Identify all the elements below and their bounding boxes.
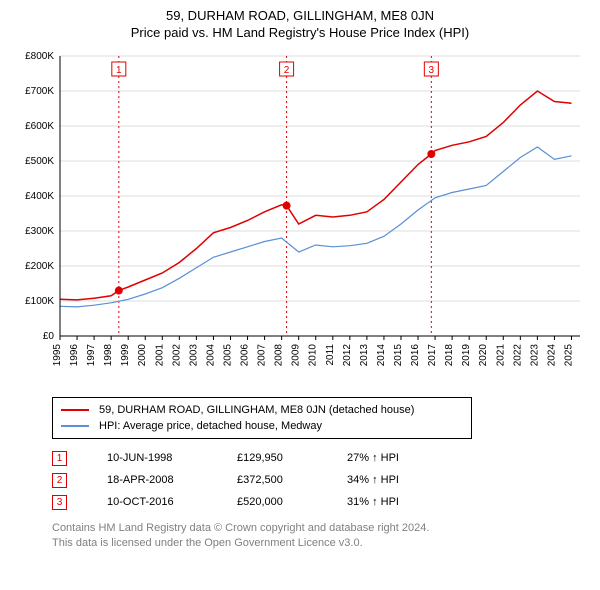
svg-text:1995: 1995 xyxy=(52,344,63,367)
sale-row: 1 10-JUN-1998 £129,950 27% ↑ HPI xyxy=(52,447,588,469)
svg-text:1: 1 xyxy=(116,65,122,76)
sale-row: 2 18-APR-2008 £372,500 34% ↑ HPI xyxy=(52,469,588,491)
svg-text:2012: 2012 xyxy=(342,344,353,367)
legend-item: HPI: Average price, detached house, Medw… xyxy=(61,418,463,434)
legend-item: 59, DURHAM ROAD, GILLINGHAM, ME8 0JN (de… xyxy=(61,402,463,418)
svg-text:1996: 1996 xyxy=(69,344,80,367)
sale-row: 3 10-OCT-2016 £520,000 31% ↑ HPI xyxy=(52,491,588,513)
sale-marker-box: 3 xyxy=(52,495,67,510)
legend-label: 59, DURHAM ROAD, GILLINGHAM, ME8 0JN (de… xyxy=(99,404,414,416)
svg-text:2005: 2005 xyxy=(222,344,233,367)
attribution: Contains HM Land Registry data © Crown c… xyxy=(52,521,588,551)
sale-marker-box: 1 xyxy=(52,451,67,466)
sale-price: £520,000 xyxy=(237,496,347,508)
svg-text:£200K: £200K xyxy=(25,261,54,272)
svg-text:2017: 2017 xyxy=(427,344,438,367)
svg-text:£300K: £300K xyxy=(25,226,54,237)
svg-text:2004: 2004 xyxy=(205,344,216,367)
svg-text:2010: 2010 xyxy=(308,344,319,367)
svg-text:2023: 2023 xyxy=(529,344,540,367)
svg-text:£0: £0 xyxy=(43,331,55,342)
svg-text:2000: 2000 xyxy=(137,344,148,367)
sale-pct: 34% ↑ HPI xyxy=(347,474,467,486)
subtitle: Price paid vs. HM Land Registry's House … xyxy=(12,25,588,40)
legend-swatch xyxy=(61,409,89,411)
svg-text:2002: 2002 xyxy=(171,344,182,367)
svg-text:2003: 2003 xyxy=(188,344,199,367)
svg-text:2019: 2019 xyxy=(461,344,472,367)
svg-text:2006: 2006 xyxy=(240,344,251,367)
svg-text:2: 2 xyxy=(284,65,290,76)
svg-text:2015: 2015 xyxy=(393,344,404,367)
svg-text:2024: 2024 xyxy=(546,344,557,367)
sale-date: 10-JUN-1998 xyxy=(107,452,237,464)
svg-text:2008: 2008 xyxy=(274,344,285,367)
titles: 59, DURHAM ROAD, GILLINGHAM, ME8 0JN Pri… xyxy=(12,8,588,40)
svg-text:£100K: £100K xyxy=(25,296,54,307)
legend-swatch xyxy=(61,425,89,427)
svg-text:£400K: £400K xyxy=(25,191,54,202)
svg-text:£600K: £600K xyxy=(25,121,54,132)
svg-text:1999: 1999 xyxy=(120,344,131,367)
svg-text:2016: 2016 xyxy=(410,344,421,367)
sale-price: £372,500 xyxy=(237,474,347,486)
svg-text:2011: 2011 xyxy=(325,344,336,366)
svg-text:2018: 2018 xyxy=(444,344,455,367)
svg-text:2001: 2001 xyxy=(154,344,165,367)
sale-date: 18-APR-2008 xyxy=(107,474,237,486)
sale-marker-box: 2 xyxy=(52,473,67,488)
chart-area: £0 £100K £200K £300K £400K £500K £600K £700K £80… xyxy=(12,46,588,391)
svg-text:2009: 2009 xyxy=(291,344,302,367)
figure-root: 59, DURHAM ROAD, GILLINGHAM, ME8 0JN Pri… xyxy=(0,0,600,555)
svg-text:2022: 2022 xyxy=(512,344,523,367)
address-title: 59, DURHAM ROAD, GILLINGHAM, ME8 0JN xyxy=(12,8,588,23)
sales-table: 1 10-JUN-1998 £129,950 27% ↑ HPI 2 18-AP… xyxy=(52,447,588,513)
legend-label: HPI: Average price, detached house, Medw… xyxy=(99,420,322,432)
svg-text:2014: 2014 xyxy=(376,344,387,367)
svg-text:£800K: £800K xyxy=(25,51,54,62)
legend: 59, DURHAM ROAD, GILLINGHAM, ME8 0JN (de… xyxy=(52,397,472,439)
sale-pct: 31% ↑ HPI xyxy=(347,496,467,508)
sale-date: 10-OCT-2016 xyxy=(107,496,237,508)
svg-text:1998: 1998 xyxy=(103,344,114,367)
footer-line: Contains HM Land Registry data © Crown c… xyxy=(52,521,588,536)
svg-text:£700K: £700K xyxy=(25,86,54,97)
svg-text:2021: 2021 xyxy=(495,344,506,367)
line-chart: £0 £100K £200K £300K £400K £500K £600K £700K £80… xyxy=(12,46,588,391)
sale-price: £129,950 xyxy=(237,452,347,464)
svg-text:2025: 2025 xyxy=(563,344,574,367)
svg-text:1997: 1997 xyxy=(86,344,97,367)
footer-line: This data is licensed under the Open Gov… xyxy=(52,536,588,551)
svg-text:2007: 2007 xyxy=(257,344,268,367)
svg-text:2013: 2013 xyxy=(359,344,370,367)
svg-text:£500K: £500K xyxy=(25,156,54,167)
svg-text:3: 3 xyxy=(429,65,435,76)
sale-pct: 27% ↑ HPI xyxy=(347,452,467,464)
svg-text:2020: 2020 xyxy=(478,344,489,367)
